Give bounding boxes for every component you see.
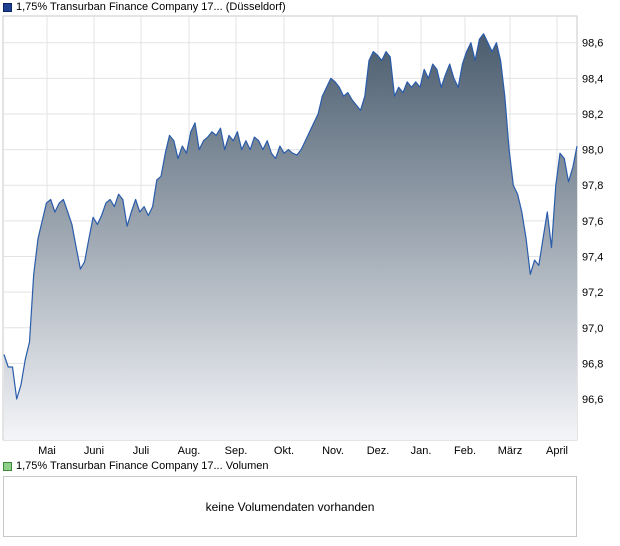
- price-legend-swatch: [3, 2, 12, 12]
- y-tick-label: 98,2: [582, 109, 603, 121]
- x-axis: Mai Juni Juli Aug. Sep. Okt. Nov. Dez. Jan. Feb. M…: [38, 445, 568, 457]
- price-chart: 96,6 96,8 97,0 97,2 97,4 97,6 97,8 98,0 98,2 98,4…: [2, 15, 603, 457]
- x-tick-label: Juni: [84, 445, 104, 457]
- x-tick-label: Dez.: [367, 445, 390, 457]
- volume-legend-swatch: [3, 461, 12, 471]
- y-tick-label: 98,6: [582, 38, 603, 50]
- x-tick-label: Okt.: [274, 445, 294, 457]
- x-tick-label: Nov.: [322, 445, 344, 457]
- x-tick-label: Jan.: [411, 445, 432, 457]
- x-tick-label: April: [546, 445, 568, 457]
- volume-chart: keine Volumendaten vorhanden: [3, 476, 577, 537]
- y-tick-label: 97,8: [582, 180, 603, 192]
- y-tick-label: 97,4: [582, 252, 603, 264]
- x-tick-label: Feb.: [454, 445, 476, 457]
- x-tick-label: Mai: [38, 445, 56, 457]
- x-tick-label: Aug.: [178, 445, 201, 457]
- price-legend: 1,75% Transurban Finance Company 17... (…: [3, 0, 286, 14]
- x-tick-label: Sep.: [225, 445, 248, 457]
- price-area: [4, 33, 577, 441]
- y-tick-label: 97,2: [582, 287, 603, 299]
- y-tick-label: 97,0: [582, 323, 603, 335]
- y-tick-label: 96,6: [582, 394, 603, 406]
- y-tick-label: 98,4: [582, 73, 603, 85]
- price-series: [3, 33, 578, 441]
- no-volume-message: keine Volumendaten vorhanden: [205, 499, 375, 514]
- x-tick-label: Juli: [133, 445, 150, 457]
- y-tick-label: 97,6: [582, 216, 603, 228]
- y-axis: 96,6 96,8 97,0 97,2 97,4 97,6 97,8 98,0 98,2 98,4…: [582, 38, 603, 406]
- price-legend-label: 1,75% Transurban Finance Company 17... (…: [16, 1, 286, 13]
- volume-legend: 1,75% Transurban Finance Company 17... V…: [3, 459, 269, 473]
- y-tick-label: 98,0: [582, 145, 603, 157]
- y-tick-label: 96,8: [582, 358, 603, 370]
- volume-legend-label: 1,75% Transurban Finance Company 17... V…: [16, 460, 269, 472]
- x-tick-label: März: [498, 445, 522, 457]
- price-line: [3, 33, 578, 400]
